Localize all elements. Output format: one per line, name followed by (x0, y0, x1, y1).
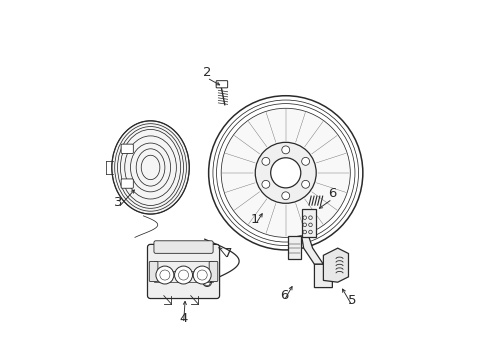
FancyBboxPatch shape (209, 261, 217, 282)
Text: 6: 6 (279, 289, 287, 302)
FancyBboxPatch shape (216, 81, 227, 88)
Polygon shape (301, 209, 316, 237)
Circle shape (221, 108, 349, 237)
FancyBboxPatch shape (154, 241, 213, 253)
Polygon shape (287, 235, 301, 259)
Text: 2: 2 (202, 66, 211, 79)
Text: 6: 6 (327, 187, 336, 200)
Text: 3: 3 (114, 196, 122, 209)
Circle shape (203, 278, 211, 287)
Circle shape (262, 180, 269, 188)
Text: 5: 5 (347, 294, 356, 307)
Text: 4: 4 (179, 311, 187, 325)
Text: 7: 7 (224, 247, 232, 260)
Polygon shape (301, 237, 323, 264)
Polygon shape (314, 264, 332, 288)
FancyBboxPatch shape (147, 244, 219, 298)
Circle shape (301, 180, 309, 188)
Polygon shape (323, 248, 348, 282)
Circle shape (156, 266, 174, 284)
Ellipse shape (112, 121, 189, 214)
Circle shape (301, 157, 309, 165)
Circle shape (174, 266, 192, 284)
Circle shape (193, 266, 211, 284)
Text: 1: 1 (250, 213, 259, 226)
FancyBboxPatch shape (121, 144, 133, 153)
Circle shape (262, 157, 269, 165)
Circle shape (270, 158, 300, 188)
FancyBboxPatch shape (121, 179, 133, 188)
Circle shape (281, 192, 289, 200)
Circle shape (281, 146, 289, 154)
Circle shape (255, 142, 316, 203)
FancyBboxPatch shape (149, 261, 158, 282)
